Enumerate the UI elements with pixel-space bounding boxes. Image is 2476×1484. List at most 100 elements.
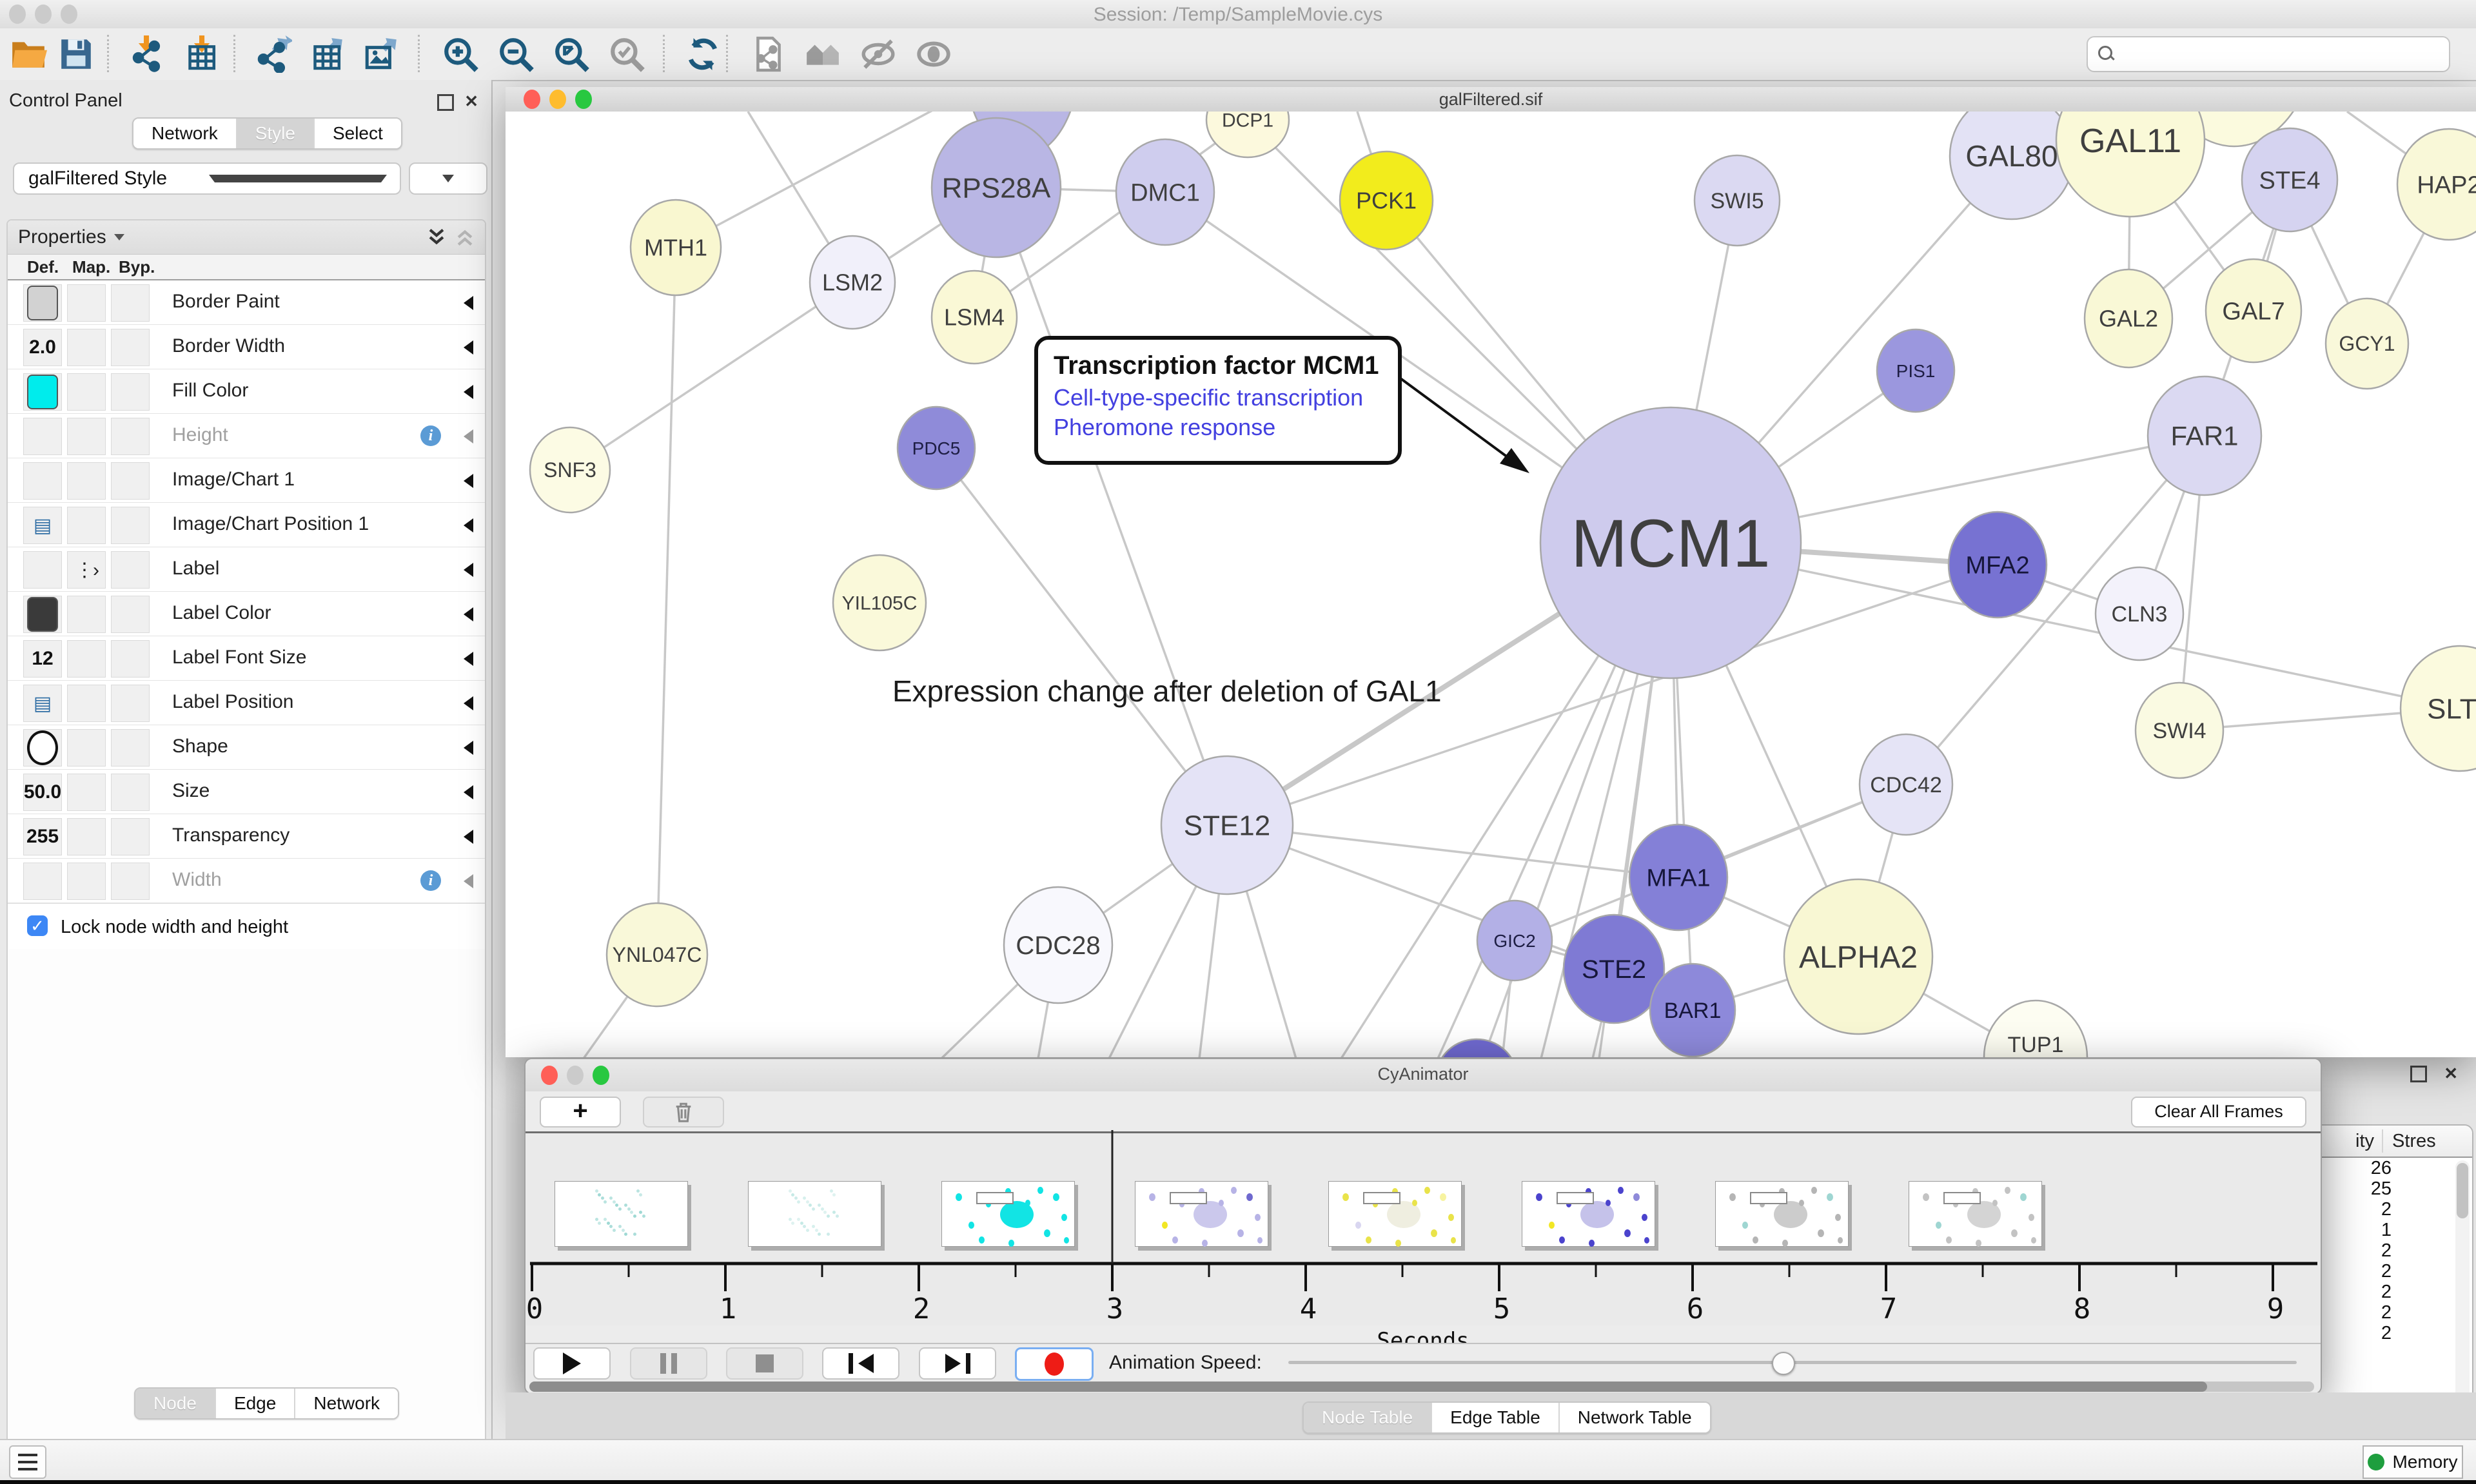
table-column-stress[interactable]: Stres [2392, 1131, 2436, 1151]
color-swatch[interactable] [27, 375, 58, 409]
search-box[interactable] [2087, 36, 2450, 72]
position-icon[interactable]: ▤ [33, 514, 52, 536]
zoom-fit-icon[interactable] [551, 34, 592, 75]
node-dcp1[interactable] [1205, 112, 1290, 159]
node-slt2[interactable] [2399, 645, 2476, 772]
annotation-link[interactable]: Pheromone response [1054, 414, 1276, 440]
cyanimator-titlebar[interactable]: CyAnimator [526, 1059, 2321, 1092]
node-alpha2[interactable] [1783, 878, 1934, 1035]
property-row-width[interactable]: Width i [8, 859, 485, 903]
lock-node-checkbox[interactable]: ✓ [27, 915, 48, 936]
node-mth1[interactable] [629, 199, 722, 297]
property-row-label-font-size[interactable]: 12 Label Font Size [8, 636, 485, 681]
style-select[interactable]: galFiltered Style [13, 162, 401, 195]
property-row-size[interactable]: 50.0 Size [8, 770, 485, 814]
minimize-window-icon[interactable] [35, 5, 52, 24]
node-pck1[interactable] [1339, 150, 1434, 251]
save-session-icon[interactable] [55, 34, 97, 75]
annotation-box[interactable]: Transcription factor MCM1 Cell-type-spec… [1034, 336, 1402, 465]
property-row-shape[interactable]: Shape [8, 725, 485, 770]
tab-network[interactable]: Network [133, 119, 236, 148]
node-botp[interactable] [1437, 1038, 1517, 1057]
expand-row-icon[interactable] [464, 518, 473, 532]
play-button[interactable] [533, 1347, 611, 1380]
frame-thumbnail-5[interactable] [1522, 1181, 1655, 1247]
node-mcm1[interactable] [1539, 406, 1802, 679]
timeline-scrollbar[interactable] [529, 1381, 2314, 1392]
property-row-fill-color[interactable]: Fill Color [8, 369, 485, 414]
first-neighbors-icon[interactable] [802, 34, 843, 75]
tab-network[interactable]: Network [294, 1389, 398, 1418]
node-gic2[interactable] [1476, 899, 1553, 982]
tab-network-table[interactable]: Network Table [1558, 1403, 1710, 1432]
maximize-window-icon[interactable] [61, 5, 77, 24]
table-scrollbar[interactable] [2455, 1160, 2470, 1399]
maximize-window-icon[interactable] [575, 90, 592, 109]
frame-thumbnail-2[interactable] [941, 1181, 1075, 1247]
show-panels-button[interactable] [9, 1445, 46, 1479]
tab-edge-table[interactable]: Edge Table [1431, 1403, 1558, 1432]
float-panel-icon[interactable] [2410, 1065, 2428, 1082]
node-ste4[interactable] [2241, 127, 2339, 233]
tab-node[interactable]: Node [135, 1389, 215, 1418]
close-panel-icon[interactable]: ✕ [464, 92, 478, 111]
frame-thumbnail-7[interactable] [1909, 1181, 2042, 1247]
node-hap2[interactable] [2396, 128, 2476, 241]
expand-row-icon[interactable] [464, 296, 473, 310]
zoom-in-icon[interactable] [440, 34, 481, 75]
discrete-mapping-icon[interactable]: ⋮› [75, 559, 99, 581]
collapse-all-icon[interactable] [454, 226, 476, 248]
expand-row-icon[interactable] [464, 874, 473, 888]
close-window-icon[interactable] [541, 1066, 558, 1085]
node-mfa2[interactable] [1947, 511, 2048, 619]
color-swatch[interactable] [27, 597, 58, 632]
hide-selected-icon[interactable] [858, 34, 899, 75]
color-swatch[interactable] [27, 286, 58, 320]
expand-row-icon[interactable] [464, 474, 473, 488]
node-ynl047c[interactable] [605, 902, 709, 1008]
table-row[interactable]: 2 [2381, 1199, 2392, 1220]
table-row[interactable]: 2 [2381, 1323, 2392, 1343]
annotation-link[interactable]: Cell-type-specific transcription [1054, 384, 1364, 411]
node-lsm4[interactable] [930, 269, 1018, 365]
stop-button[interactable] [726, 1347, 803, 1380]
float-panel-icon[interactable] [437, 94, 454, 111]
animation-speed-slider[interactable] [1288, 1352, 2297, 1375]
close-window-icon[interactable] [524, 90, 540, 109]
frame-thumbnail-6[interactable] [1715, 1181, 1849, 1247]
table-column-connectivity[interactable]: ity [2355, 1131, 2374, 1151]
node-bar1[interactable] [1649, 962, 1736, 1057]
node-tup1[interactable] [1983, 999, 2088, 1057]
node-cln3[interactable] [2094, 566, 2185, 661]
expand-row-icon[interactable] [464, 340, 473, 355]
node-far1[interactable] [2147, 375, 2263, 496]
node-cdc28[interactable] [1003, 886, 1114, 1004]
expand-row-icon[interactable] [464, 563, 473, 577]
expand-row-icon[interactable] [464, 785, 473, 799]
property-row-image-chart-position-1[interactable]: ▤ Image/Chart Position 1 [8, 503, 485, 547]
skip-to-end-button[interactable] [919, 1347, 996, 1380]
search-input[interactable] [2124, 43, 2440, 65]
expand-row-icon[interactable] [464, 696, 473, 710]
pause-button[interactable] [630, 1347, 707, 1380]
default-value[interactable]: 50.0 [23, 781, 62, 803]
open-session-icon[interactable] [8, 34, 49, 75]
properties-header[interactable]: Properties [8, 220, 485, 255]
minimize-window-icon[interactable] [567, 1066, 584, 1085]
ellipse-shape-icon[interactable] [27, 730, 58, 765]
node-gcy1[interactable] [2324, 297, 2410, 390]
info-icon[interactable]: i [420, 870, 441, 891]
import-table-icon[interactable] [182, 34, 223, 75]
table-row[interactable]: 26 [2370, 1158, 2392, 1178]
frame-thumbnail-4[interactable] [1328, 1181, 1462, 1247]
node-gal7[interactable] [2205, 258, 2303, 364]
expand-row-icon[interactable] [464, 741, 473, 755]
export-table-icon[interactable] [307, 34, 348, 75]
show-all-icon[interactable] [913, 34, 954, 75]
default-value[interactable]: 12 [32, 648, 54, 669]
export-network-icon[interactable] [253, 34, 294, 75]
expand-all-icon[interactable] [426, 226, 447, 248]
close-panel-icon[interactable]: ✕ [2444, 1064, 2458, 1083]
info-icon[interactable]: i [420, 425, 441, 446]
export-image-icon[interactable] [361, 34, 402, 75]
